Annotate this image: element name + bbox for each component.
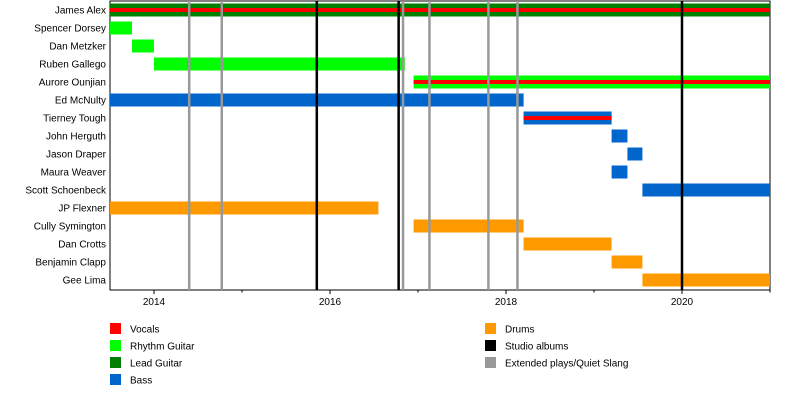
x-tick-label-2020: 2020 (671, 297, 694, 308)
bar-scott-schoenbeck-bass (642, 183, 770, 197)
bar-ruben-gallego-rhythm (154, 57, 405, 71)
bar-gee-lima-drums (642, 273, 770, 287)
member-bars (110, 3, 770, 287)
member-label-john-herguth: John Herguth (46, 132, 106, 143)
legend-label-ep: Extended plays/Quiet Slang (505, 359, 628, 370)
plot-area (109, 0, 771, 291)
x-axis: 2014 2016 2018 2020 (143, 290, 771, 308)
legend-swatch-studio (485, 340, 496, 351)
member-label-ed-mcnulty: Ed McNulty (55, 96, 106, 107)
bar-dan-metzker-rhythm (132, 39, 154, 53)
member-label-gee-lima: Gee Lima (63, 276, 107, 287)
bar-jp-flexner-drums (110, 201, 379, 215)
bar-benjamin-clapp-drums (611, 255, 643, 269)
legend: Vocals Rhythm Guitar Lead Guitar Bass Drums S… (110, 323, 628, 387)
member-label-cully-symington: Cully Symington (34, 222, 106, 233)
bar-stripe-james-alex-vocals (110, 8, 770, 12)
legend-swatch-rhythm (110, 340, 121, 351)
member-label-maura-weaver: Maura Weaver (41, 168, 107, 179)
member-label-ruben-gallego: Ruben Gallego (39, 60, 106, 71)
member-label-aurore-ounjian: Aurore Ounjian (39, 78, 106, 89)
legend-swatch-bass (110, 374, 121, 385)
x-tick-label-2014: 2014 (143, 297, 166, 308)
legend-swatch-ep (485, 357, 496, 368)
member-label-benjamin-clapp: Benjamin Clapp (35, 258, 106, 269)
member-label-jason-draper: Jason Draper (46, 150, 107, 161)
legend-swatch-drums (485, 323, 496, 334)
legend-label-vocals: Vocals (130, 325, 159, 336)
member-label-scott-schoenbeck: Scott Schoenbeck (25, 186, 107, 197)
member-label-james-alex: James Alex (55, 6, 106, 17)
bar-john-herguth-bass (611, 129, 628, 143)
member-label-tierney-tough: Tierney Tough (43, 114, 106, 125)
bar-stripe-aurore-ounjian-vocals (413, 80, 770, 84)
legend-swatch-vocals (110, 323, 121, 334)
legend-swatch-lead (110, 357, 121, 368)
plot-frame (109, 0, 771, 291)
bar-spencer-dorsey-rhythm (110, 21, 132, 35)
bar-cully-symington-drums (413, 219, 524, 233)
legend-label-studio: Studio albums (505, 342, 568, 353)
legend-label-drums: Drums (505, 325, 534, 336)
bar-jason-draper-bass (627, 147, 643, 161)
member-label-jp-flexner: JP Flexner (58, 204, 106, 215)
member-label-dan-crotts: Dan Crotts (58, 240, 106, 251)
member-labels: James Alex Spencer Dorsey Dan Metzker Ruben… (25, 6, 107, 287)
bar-maura-weaver-bass (611, 165, 628, 179)
x-tick-label-2016: 2016 (319, 297, 342, 308)
release-lines (187, 1, 684, 290)
legend-label-bass: Bass (130, 376, 152, 387)
member-label-dan-metzker: Dan Metzker (49, 42, 106, 53)
x-tick-label-2018: 2018 (495, 297, 518, 308)
legend-label-lead: Lead Guitar (130, 359, 183, 370)
legend-label-rhythm: Rhythm Guitar (130, 342, 195, 353)
bar-dan-crotts-drums (523, 237, 612, 251)
bar-stripe-tierney-tough-vocals (523, 116, 612, 120)
member-label-spencer-dorsey: Spencer Dorsey (34, 24, 106, 35)
